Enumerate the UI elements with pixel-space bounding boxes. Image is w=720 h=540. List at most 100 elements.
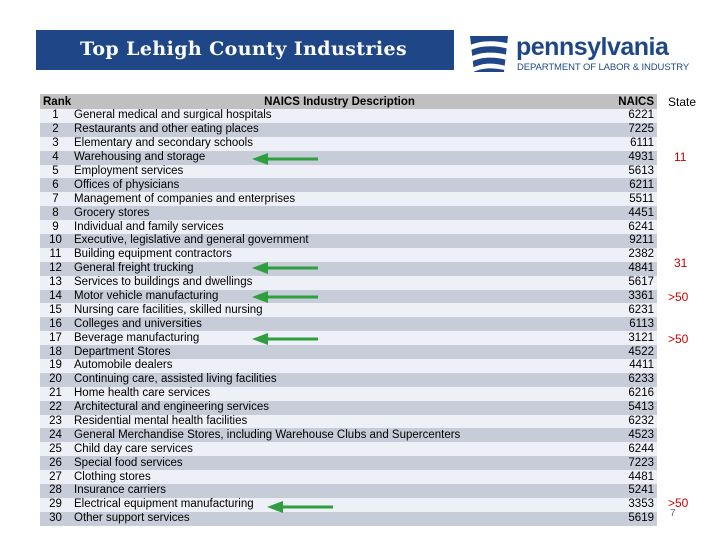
naics-cell: 4481 [608,470,657,485]
naics-cell: 6231 [608,303,657,318]
table-row: 4 Warehousing and storage 4931 [40,150,657,165]
logo-department: DEPARTMENT OF LABOR & INDUSTRY [517,62,690,73]
naics-cell: 9211 [608,234,657,248]
description-cell: Motor vehicle manufacturing [71,289,608,304]
table-row: 13 Services to buildings and dwellings 561… [40,275,657,290]
table-row: 11 Building equipment contractors 2382 [40,247,657,262]
state-rank-warehousing: 11 [674,150,687,164]
rank-cell: 3 [40,136,71,151]
table-row: 12 General freight trucking 4841 [40,261,657,276]
naics-cell: 5617 [608,275,657,290]
naics-cell: 7223 [608,456,657,471]
naics-cell: 5511 [608,192,657,207]
description-cell: Home health care services [71,386,608,401]
table-row: 5 Employment services 5613 [40,164,657,179]
description-cell: Nursing care facilities, skilled nursing [71,303,608,318]
pa-logo: pennsylvania DEPARTMENT OF LABOR & INDUS… [466,32,696,76]
table-row: 20 Continuing care, assisted living facil… [40,372,657,387]
description-cell: Architectural and engineering services [71,400,608,415]
table-header-row: Rank NAICS Industry Description NAICS [40,94,657,109]
naics-cell: 4522 [608,345,657,360]
table-row: 14 Motor vehicle manufacturing 3361 [40,289,657,304]
description-cell: Automobile dealers [71,359,608,373]
logo-name: pennsylvania [516,33,669,61]
page-title: Top Lehigh County Industries [36,30,454,70]
state-rank-motor-vehicle: >50 [668,290,689,304]
naics-cell: 4931 [608,150,657,165]
rank-cell: 6 [40,178,71,193]
table-row: 16 Colleges and universities 6113 [40,317,657,332]
table-row: 30 Other support services 5619 [40,511,657,526]
table-row: 27 Clothing stores 4481 [40,470,657,485]
description-cell: General Merchandise Stores, including Wa… [71,428,608,443]
rank-cell: 20 [40,372,71,387]
state-rank-freight-trucking: 31 [674,256,688,270]
table-row: 28 Insurance carriers 5241 [40,484,657,498]
naics-cell: 6211 [608,178,657,193]
table-row: 21 Home health care services 6216 [40,386,657,401]
table-row: 24 General Merchandise Stores, including … [40,428,657,443]
description-cell: Services to buildings and dwellings [71,275,608,290]
table-row: 15 Nursing care facilities, skilled nursi… [40,303,657,318]
description-cell: Beverage manufacturing [71,331,608,346]
table-row: 2 Restaurants and other eating places 7225 [40,122,657,137]
table-row: 1 General medical and surgical hospitals 6… [40,109,657,123]
description-cell: Elementary and secondary schools [71,136,608,151]
rank-cell: 14 [40,289,71,304]
rank-cell: 2 [40,122,71,137]
description-cell: Insurance carriers [71,484,608,498]
description-cell: Executive, legislative and general gover… [71,234,608,248]
description-cell: General freight trucking [71,261,608,276]
naics-cell: 6216 [608,386,657,401]
rank-cell: 22 [40,400,71,415]
rank-cell: 29 [40,497,71,512]
table-row: 26 Special food services 7223 [40,456,657,471]
header-description: NAICS Industry Description [71,94,608,109]
table-row: 17 Beverage manufacturing 3121 [40,331,657,346]
description-cell: Other support services [71,511,608,526]
rank-cell: 4 [40,150,71,165]
rank-cell: 7 [40,192,71,207]
naics-cell: 4411 [608,359,657,373]
rank-cell: 18 [40,345,71,360]
rank-cell: 24 [40,428,71,443]
description-cell: Warehousing and storage [71,150,608,165]
rank-cell: 30 [40,511,71,526]
header-naics: NAICS [608,94,657,109]
naics-cell: 6111 [608,136,657,151]
rank-cell: 10 [40,234,71,248]
description-cell: Special food services [71,456,608,471]
description-cell: Employment services [71,164,608,179]
description-cell: Child day care services [71,442,608,457]
rank-cell: 11 [40,247,71,262]
naics-cell: 5241 [608,484,657,498]
rank-cell: 8 [40,206,71,221]
description-cell: Residential mental health facilities [71,414,608,429]
description-cell: General medical and surgical hospitals [71,109,608,123]
description-cell: Grocery stores [71,206,608,221]
description-cell: Colleges and universities [71,317,608,332]
naics-cell: 2382 [608,247,657,262]
description-cell: Individual and family services [71,220,608,235]
naics-cell: 5619 [608,511,657,526]
table-row: 18 Department Stores 4522 [40,345,657,360]
naics-cell: 5413 [608,400,657,415]
description-cell: Department Stores [71,345,608,360]
description-cell: Electrical equipment manufacturing [71,497,608,512]
naics-cell: 6241 [608,220,657,235]
rank-cell: 17 [40,331,71,346]
rank-cell: 21 [40,386,71,401]
naics-cell: 3353 [608,497,657,512]
table-row: 22 Architectural and engineering services… [40,400,657,415]
table-row: 6 Offices of physicians 6211 [40,178,657,193]
naics-cell: 6232 [608,414,657,429]
rank-cell: 13 [40,275,71,290]
rank-cell: 23 [40,414,71,429]
state-column-label: State [668,95,697,109]
rank-cell: 27 [40,470,71,485]
rank-cell: 25 [40,442,71,457]
description-cell: Offices of physicians [71,178,608,193]
description-cell: Management of companies and enterprises [71,192,608,207]
rank-cell: 15 [40,303,71,318]
